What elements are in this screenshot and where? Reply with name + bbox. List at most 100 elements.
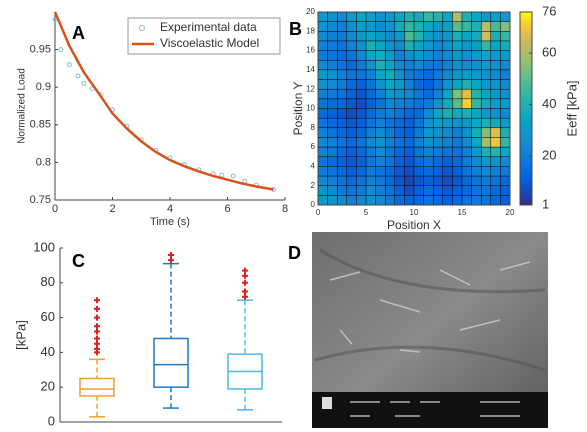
heat-cell (480, 79, 492, 90)
colorbar-step (520, 147, 532, 151)
heat-cell (413, 175, 425, 187)
heat-cell (500, 69, 511, 81)
heat-cell (432, 88, 444, 100)
colorbar-step (520, 153, 532, 158)
heat-cell (423, 156, 434, 167)
heat-cell (490, 21, 501, 32)
heat-cell (356, 117, 367, 129)
heat-cell (356, 21, 367, 32)
heat-cell (423, 21, 434, 32)
heat-cell (346, 88, 357, 100)
heat-cell (404, 175, 415, 187)
heat-cell (452, 127, 463, 138)
heat-cell (327, 127, 338, 138)
heat-cell (346, 156, 357, 167)
y-tick-label: 20 (41, 379, 55, 394)
heat-cell (432, 117, 444, 129)
heat-cell (365, 88, 377, 100)
heat-cell (490, 146, 501, 158)
colorbar-step (520, 159, 532, 164)
heat-cell (452, 31, 463, 42)
outlier (168, 251, 174, 258)
heat-cell (317, 79, 329, 90)
heat-cell (404, 195, 415, 206)
heat-cell (375, 175, 386, 187)
outlier (94, 345, 100, 352)
heat-cell (432, 185, 444, 196)
heat-cell (471, 88, 482, 100)
x-tick-label: 4 (167, 203, 173, 215)
heat-cell (413, 88, 425, 100)
y-tick-label: 0.9 (36, 81, 51, 93)
heat-cell (394, 60, 405, 71)
y-axis-label: Normalized Load (17, 68, 28, 144)
heat-cell (490, 50, 501, 61)
heat-cell (327, 31, 338, 42)
heat-cell (413, 185, 425, 196)
heat-cell (384, 195, 396, 206)
heat-cell (452, 195, 463, 206)
heat-cell (471, 108, 482, 119)
panel-label: B (289, 19, 302, 39)
colorbar-step (520, 31, 532, 36)
heat-cell (452, 79, 463, 90)
heat-cell (471, 195, 482, 206)
heat-cell (394, 21, 405, 32)
heat-cell (452, 21, 463, 32)
heat-cell (490, 108, 501, 119)
heat-cell (356, 60, 367, 71)
heat-cell (327, 69, 338, 81)
heat-cell (423, 166, 434, 177)
heat-cell (336, 60, 348, 71)
heat-cell (500, 40, 511, 52)
y-tick-label: 0.8 (36, 156, 51, 168)
heat-cell (317, 156, 329, 167)
heat-cell (423, 60, 434, 71)
heat-cell (394, 79, 405, 90)
heat-cell (365, 79, 377, 90)
heat-cell (346, 195, 357, 206)
heat-cell (432, 137, 444, 148)
heat-cell (365, 69, 377, 81)
heat-cell (384, 146, 396, 158)
heat-cell (375, 166, 386, 177)
colorbar-step (520, 195, 532, 200)
heat-cell (471, 156, 482, 167)
heat-cell (480, 127, 492, 138)
colorbar-step (520, 63, 532, 68)
heat-cell (394, 175, 405, 187)
heat-cell (356, 166, 367, 177)
heat-cell (356, 195, 367, 206)
heat-cell (461, 79, 473, 90)
heat-cell (413, 195, 425, 206)
y-tick-label: 18 (306, 26, 315, 35)
heat-cell (490, 156, 501, 167)
colorbar-step (520, 37, 532, 42)
heat-cell (461, 127, 473, 138)
heat-cell (452, 175, 463, 187)
heat-cell (452, 40, 463, 52)
heat-cell (394, 31, 405, 42)
heat-cell (432, 40, 444, 52)
heat-cell (346, 21, 357, 32)
colorbar-step (520, 12, 532, 16)
heat-cell (317, 88, 329, 100)
colorbar-step (520, 156, 532, 161)
heat-cell (375, 11, 386, 23)
heat-cell (471, 146, 482, 158)
heat-cell (346, 127, 357, 138)
heat-cell (461, 185, 473, 196)
heat-cell (423, 50, 434, 61)
heat-cell (404, 69, 415, 81)
heat-cell (432, 175, 444, 187)
heat-cell (480, 60, 492, 71)
heat-cell (346, 166, 357, 177)
heat-cell (317, 60, 329, 71)
y-tick-label: 14 (306, 65, 315, 74)
heat-cell (471, 50, 482, 61)
y-tick-label: 0.75 (30, 194, 51, 206)
colorbar-step (520, 137, 532, 142)
heat-cell (365, 166, 377, 177)
heat-cell (461, 60, 473, 71)
heat-cell (480, 185, 492, 196)
